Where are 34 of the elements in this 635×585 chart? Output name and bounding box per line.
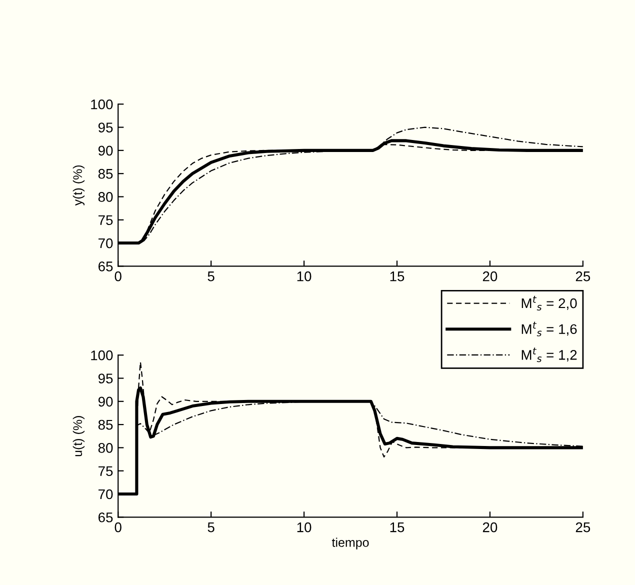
y-tick-label: 75 bbox=[98, 466, 113, 476]
y-tick-label: 80 bbox=[98, 443, 113, 453]
y-tick-label: 70 bbox=[98, 238, 113, 248]
legend-label: M$^{t}$$_{s}$ = 1,6 bbox=[522, 322, 577, 336]
y-tick-label: 90 bbox=[98, 146, 113, 156]
x-tick-label: 5 bbox=[208, 522, 214, 532]
y-tick-label: 80 bbox=[98, 192, 113, 202]
x-tick-label: 10 bbox=[297, 271, 312, 282]
y-tick-label: 75 bbox=[98, 215, 113, 226]
y-axis-title: y(t) (%) bbox=[72, 165, 85, 206]
x-tick-label: 0 bbox=[114, 522, 122, 532]
legend-label: M$^{t}$$_{s}$ = 2,0 bbox=[522, 296, 577, 310]
x-tick-label: 15 bbox=[390, 272, 404, 282]
y-tick-label: 90 bbox=[98, 396, 113, 407]
y-tick-label: 65 bbox=[98, 262, 113, 272]
x-tick-label: 20 bbox=[482, 522, 498, 532]
x-tick-label: 5 bbox=[208, 272, 214, 282]
x-tick-label: 10 bbox=[297, 522, 312, 532]
y-tick-label: 95 bbox=[98, 122, 113, 132]
y-tick-label: 100 bbox=[91, 99, 113, 110]
x-tick-label: 20 bbox=[482, 271, 498, 282]
x-axis-title: tiempo bbox=[332, 538, 369, 550]
y-tick-label: 85 bbox=[98, 420, 113, 430]
x-tick-label: 25 bbox=[576, 522, 590, 532]
y-tick-label: 85 bbox=[98, 168, 113, 179]
x-tick-label: 25 bbox=[576, 271, 590, 282]
y-tick-label: 65 bbox=[98, 512, 113, 522]
y-tick-label: 70 bbox=[98, 489, 113, 500]
y-tick-label: 95 bbox=[98, 374, 113, 384]
x-tick-label: 15 bbox=[390, 522, 404, 532]
y-axis-title: u(t) (%) bbox=[72, 416, 85, 456]
x-tick-label: 0 bbox=[114, 271, 122, 282]
y-tick-label: 100 bbox=[91, 350, 113, 360]
legend-label: M$^{t}$$_{s}$ = 1,2 bbox=[522, 348, 577, 362]
